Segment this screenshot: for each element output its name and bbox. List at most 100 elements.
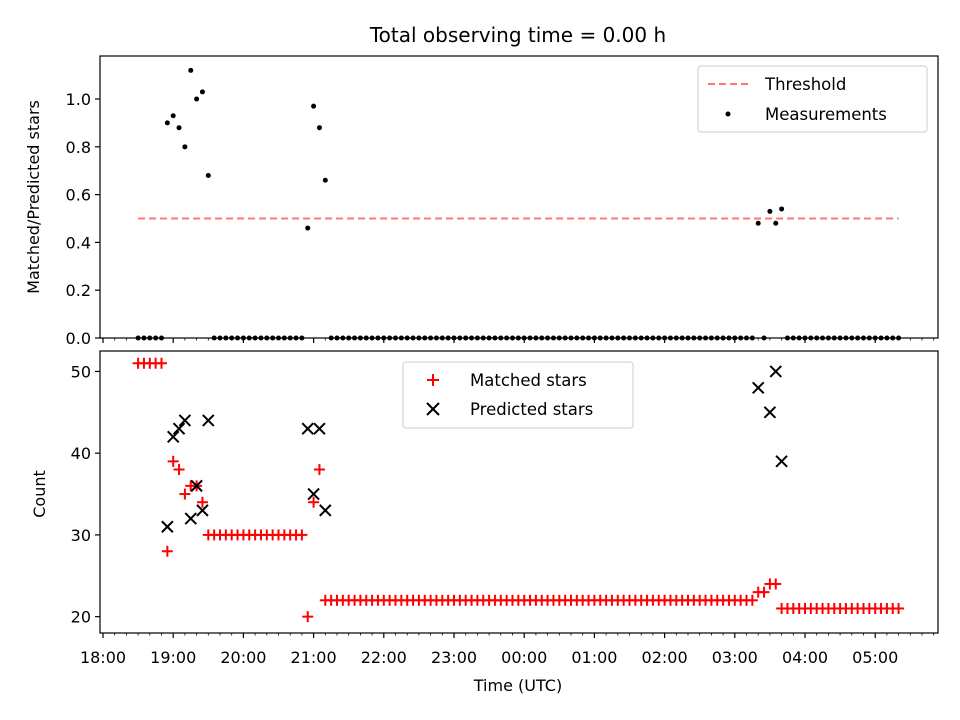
measurement-point <box>521 335 527 341</box>
top-y-tick-label: 0.0 <box>66 329 91 348</box>
measurement-point <box>357 335 363 341</box>
measurement-point <box>790 335 796 341</box>
bottom-plot: 20 30 40 50 18:00 19:00 20:00 21:00 22:00 23:00 00… <box>71 350 939 667</box>
predicted-star-marker <box>769 365 782 378</box>
measurement-point <box>322 177 328 183</box>
measurement-point <box>381 335 387 341</box>
measurement-point <box>188 67 194 73</box>
measurement-point <box>685 335 691 341</box>
matched-star-marker <box>313 464 325 476</box>
measurement-point <box>474 335 480 341</box>
measurement-point <box>404 335 410 341</box>
bottom-y-tick-label: 50 <box>71 362 91 381</box>
measurement-point <box>662 335 668 341</box>
measurement-point <box>890 335 896 341</box>
measurement-point <box>492 335 498 341</box>
bottom-x-tick-label: 00:00 <box>501 648 547 667</box>
predicted-star-marker <box>178 414 192 427</box>
matched-star-marker <box>308 496 320 508</box>
measurement-point <box>433 335 439 341</box>
measurement-point <box>235 335 241 341</box>
measurement-point <box>784 335 790 341</box>
measurement-point <box>305 225 311 231</box>
predicted-star-marker <box>202 414 215 427</box>
bottom-x-tick-label: 05:00 <box>852 648 898 667</box>
measurement-point <box>510 335 515 341</box>
measurement-point <box>346 335 352 341</box>
measurement-point <box>644 335 650 341</box>
top-y-axis-label: Matched/Predicted stars <box>24 100 43 294</box>
measurement-point <box>872 335 878 341</box>
measurement-point <box>667 335 673 341</box>
measurement-point <box>849 335 855 341</box>
measurement-point <box>574 335 580 341</box>
measurement-point <box>340 335 346 341</box>
measurement-point <box>679 335 685 341</box>
legend-measurements-swatch <box>725 111 731 117</box>
matched-star-marker <box>296 529 308 541</box>
top-legend-frame <box>697 65 928 133</box>
measurement-point <box>755 220 761 226</box>
measurement-point <box>820 335 826 341</box>
bottom-legend: Matched stars Predicted stars <box>402 361 634 429</box>
matched-star-marker <box>770 578 782 590</box>
measurement-point <box>352 335 358 341</box>
bottom-x-tick-label: 03:00 <box>712 648 758 667</box>
bottom-x-tick-label: 18:00 <box>80 648 126 667</box>
measurement-point <box>615 335 621 341</box>
measurement-point <box>457 335 463 341</box>
measurement-point <box>533 335 539 341</box>
predicted-star-marker <box>751 381 765 394</box>
measurement-point <box>281 335 287 341</box>
measurement-point <box>738 335 744 341</box>
measurement-point <box>656 335 662 341</box>
measurement-point <box>293 335 299 341</box>
legend-matched-label: Matched stars <box>470 371 587 390</box>
bottom-y-tick-label: 20 <box>71 608 91 627</box>
bottom-y-axis-label: Count <box>30 470 49 518</box>
measurement-point <box>638 335 644 341</box>
measurement-point <box>159 335 164 341</box>
top-y-tick-label: 0.4 <box>66 233 91 252</box>
predicted-star-marker <box>763 406 777 419</box>
predicted-star-marker <box>184 512 197 525</box>
bottom-x-tick-label: 02:00 <box>642 648 688 667</box>
measurement-point <box>808 335 814 341</box>
bottom-x-tick-label: 20:00 <box>220 648 266 667</box>
measurement-point <box>767 208 773 214</box>
measurement-point <box>691 335 697 341</box>
measurement-point <box>246 335 252 341</box>
measurement-point <box>580 335 586 341</box>
measurement-point <box>714 335 720 341</box>
measurement-point <box>387 335 393 341</box>
predicted-star-marker <box>313 422 326 435</box>
predicted-star-marker <box>172 422 186 435</box>
measurement-point <box>603 335 609 341</box>
predicted-star-marker <box>166 430 180 444</box>
matched-star-marker <box>196 496 208 508</box>
measurement-point <box>621 335 627 341</box>
measurement-point <box>861 335 866 341</box>
measurement-point <box>504 335 510 341</box>
top-plot: 0.0 0.2 0.4 0.6 0.8 1.0 <box>66 55 939 348</box>
measurement-point <box>316 125 322 131</box>
measurement-point <box>469 335 475 341</box>
measurement-point <box>398 335 404 341</box>
measurement-point <box>486 335 492 341</box>
measurement-point <box>814 335 820 341</box>
matched-star-marker <box>758 586 770 598</box>
measurement-point <box>556 335 562 341</box>
matched-star-marker <box>179 488 191 500</box>
measurement-point <box>825 335 831 341</box>
measurement-point <box>703 335 709 341</box>
measurement-point <box>720 335 726 341</box>
measurement-point <box>334 335 340 341</box>
measurement-point <box>135 335 141 341</box>
measurement-point <box>393 335 398 341</box>
measurement-point <box>328 335 334 341</box>
bottom-x-tick-label: 19:00 <box>150 648 196 667</box>
measurement-point <box>773 220 779 226</box>
measurement-point <box>416 335 422 341</box>
measurement-point <box>451 335 457 341</box>
measurement-point <box>223 335 229 341</box>
